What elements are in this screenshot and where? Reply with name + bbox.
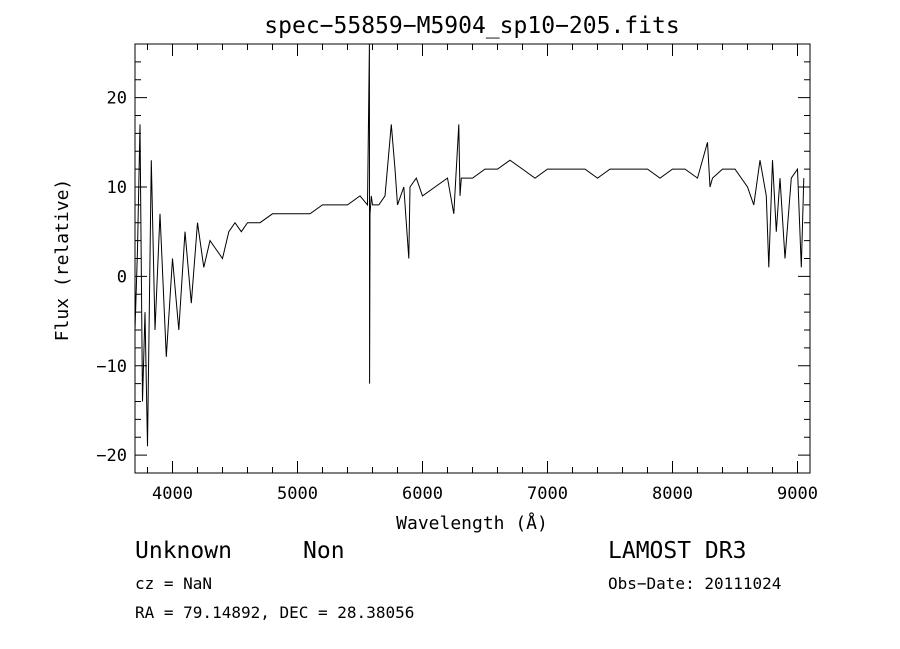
axis-ticks bbox=[135, 43, 810, 474]
x-tick-label: 4000 bbox=[152, 484, 193, 504]
y-axis-label: Flux (relative) bbox=[52, 179, 73, 342]
object-class-label: Non bbox=[303, 538, 345, 564]
x-tick-label: 9000 bbox=[777, 484, 818, 504]
y-tick-label: 0 bbox=[117, 267, 127, 287]
object-type-label: Unknown bbox=[135, 538, 232, 564]
coordinates-text: RA = 79.14892, DEC = 28.38056 bbox=[135, 603, 415, 622]
plot-frame bbox=[134, 43, 811, 474]
x-tick-label: 6000 bbox=[402, 484, 443, 504]
y-tick-label: 10 bbox=[107, 178, 127, 198]
y-tick-labels: −20 −10 0 10 20 bbox=[96, 89, 127, 467]
x-tick-labels: 4000 5000 6000 7000 8000 9000 bbox=[152, 484, 818, 504]
y-tick-label: −10 bbox=[96, 357, 127, 377]
x-tick-label: 7000 bbox=[527, 484, 568, 504]
obs-date-text: Obs−Date: 20111024 bbox=[608, 574, 782, 593]
y-tick-label: −20 bbox=[96, 446, 127, 466]
chart-title: spec−55859−M5904_sp10−205.fits bbox=[264, 13, 679, 39]
x-tick-label: 8000 bbox=[652, 484, 693, 504]
survey-label: LAMOST DR3 bbox=[608, 538, 747, 564]
redshift-text: cz = NaN bbox=[135, 574, 213, 593]
spectrum-line bbox=[134, 43, 805, 447]
x-tick-label: 5000 bbox=[277, 484, 318, 504]
x-axis-label: Wavelength (Å) bbox=[396, 512, 548, 534]
y-tick-label: 20 bbox=[107, 89, 127, 109]
